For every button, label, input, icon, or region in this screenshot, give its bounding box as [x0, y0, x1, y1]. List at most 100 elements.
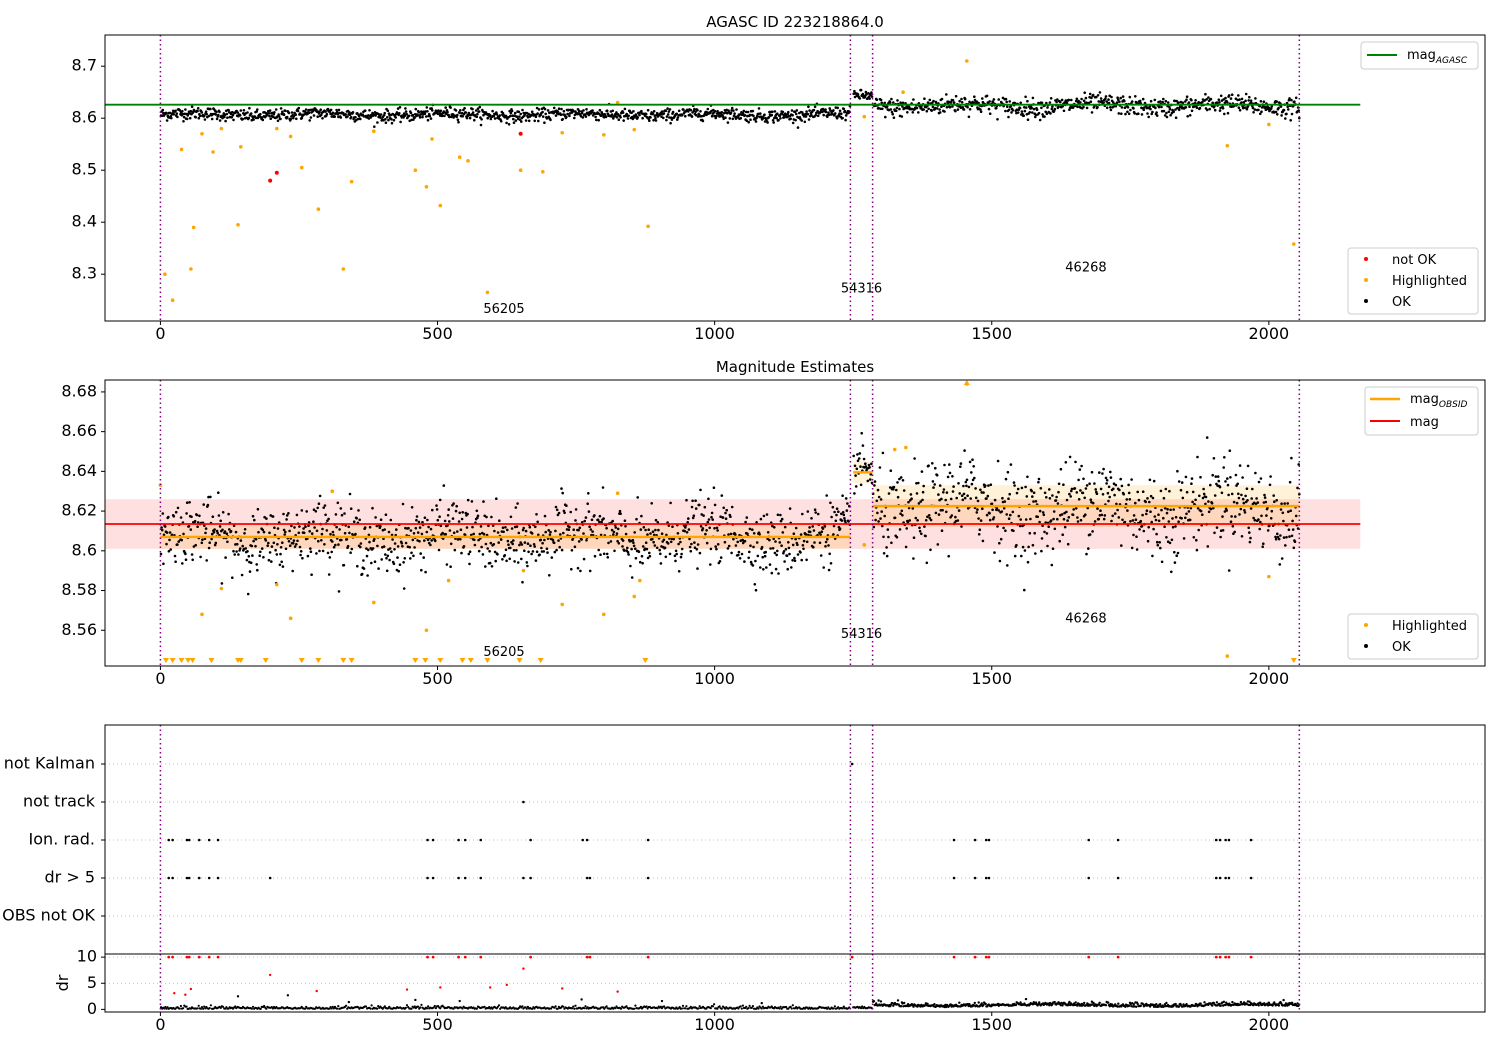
ok-point — [911, 111, 915, 114]
ok-point — [856, 459, 860, 463]
ok-point — [687, 528, 691, 531]
ok-point — [321, 549, 325, 553]
ok-point — [901, 105, 904, 108]
ok-point — [499, 119, 503, 123]
ok-point — [217, 514, 221, 517]
ok-point — [1152, 527, 1155, 531]
legend-marker-ok — [1364, 299, 1368, 303]
ok-point — [309, 547, 312, 550]
ok-point — [755, 114, 759, 118]
ok-point — [1177, 520, 1180, 523]
ok-point — [1201, 100, 1204, 104]
ok-point — [486, 547, 490, 550]
ok-point — [285, 115, 289, 119]
ok-point — [1146, 112, 1149, 115]
ok-point — [1037, 477, 1041, 481]
ok-point — [1024, 518, 1028, 521]
ok-point — [821, 110, 824, 114]
ok-point — [526, 564, 529, 568]
ok-point — [1080, 464, 1083, 468]
ok-point — [629, 564, 632, 568]
ok-point — [736, 540, 739, 544]
ok-point — [1145, 512, 1148, 516]
ok-point — [175, 112, 179, 115]
ok-point — [584, 516, 588, 519]
ok-point — [1102, 517, 1106, 521]
ok-point — [587, 492, 590, 495]
dr-point — [832, 1007, 835, 1010]
ok-point — [632, 544, 636, 548]
ok-point — [1099, 509, 1102, 512]
ok-point — [1286, 502, 1289, 505]
ok-point — [1139, 519, 1143, 523]
ok-point — [424, 115, 428, 118]
ok-point — [549, 118, 552, 122]
highlighted-point — [299, 165, 304, 170]
ok-point — [379, 113, 383, 116]
ok-point — [720, 494, 724, 497]
legend-label: magOBSID — [1410, 392, 1468, 410]
ok-point — [1034, 115, 1037, 119]
ok-point — [907, 506, 911, 510]
ok-point — [745, 119, 749, 122]
ok-point — [979, 519, 983, 522]
ok-point — [1056, 517, 1059, 521]
ok-point — [791, 559, 794, 562]
ok-point — [1126, 110, 1129, 114]
ok-point — [343, 512, 346, 515]
ok-point — [505, 559, 508, 563]
ok-point — [519, 541, 522, 544]
ok-point — [431, 109, 434, 112]
ok-point — [1000, 510, 1004, 513]
ok-point — [1089, 100, 1093, 103]
ok-point — [565, 504, 568, 508]
ok-point — [1100, 513, 1104, 517]
ok-point — [1076, 516, 1079, 519]
dr-point — [789, 1005, 792, 1009]
ok-point — [322, 506, 326, 510]
dr-point — [419, 1006, 422, 1009]
ok-point — [190, 553, 194, 556]
ok-point — [940, 529, 944, 532]
ok-point — [272, 541, 276, 545]
ok-point — [689, 549, 693, 553]
ok-point — [536, 520, 539, 524]
ok-point — [273, 111, 276, 114]
ok-point — [880, 101, 883, 105]
ok-point — [408, 545, 412, 549]
ok-point — [721, 516, 725, 519]
ok-point — [1026, 99, 1029, 103]
ok-point — [840, 112, 843, 115]
ok-point — [1218, 485, 1222, 489]
ok-point — [1121, 95, 1125, 98]
ok-point — [952, 101, 956, 104]
ok-point — [787, 110, 790, 114]
ok-point — [291, 569, 295, 573]
ok-point — [346, 544, 350, 548]
ok-point — [162, 533, 166, 537]
dr-point — [711, 1005, 715, 1008]
ok-point — [975, 100, 979, 103]
ok-point — [1233, 530, 1236, 534]
ok-point — [1179, 488, 1183, 492]
ok-point — [722, 506, 725, 510]
ok-point — [730, 505, 734, 509]
ok-point — [977, 517, 980, 520]
ok-point — [530, 552, 533, 556]
ok-point — [610, 528, 614, 532]
ok-point — [1038, 118, 1042, 122]
ok-point — [404, 107, 407, 110]
ok-point — [929, 548, 932, 552]
ok-point — [1241, 497, 1245, 501]
ok-point — [784, 548, 788, 551]
ok-point — [426, 518, 429, 522]
ok-point — [781, 531, 785, 534]
ok-point — [895, 109, 898, 113]
ok-point — [347, 525, 351, 529]
ok-point — [428, 114, 432, 118]
ok-point — [627, 114, 630, 117]
ok-point — [1122, 492, 1125, 496]
ok-point — [340, 538, 343, 542]
ok-point — [991, 508, 994, 512]
ok-point — [654, 518, 658, 522]
